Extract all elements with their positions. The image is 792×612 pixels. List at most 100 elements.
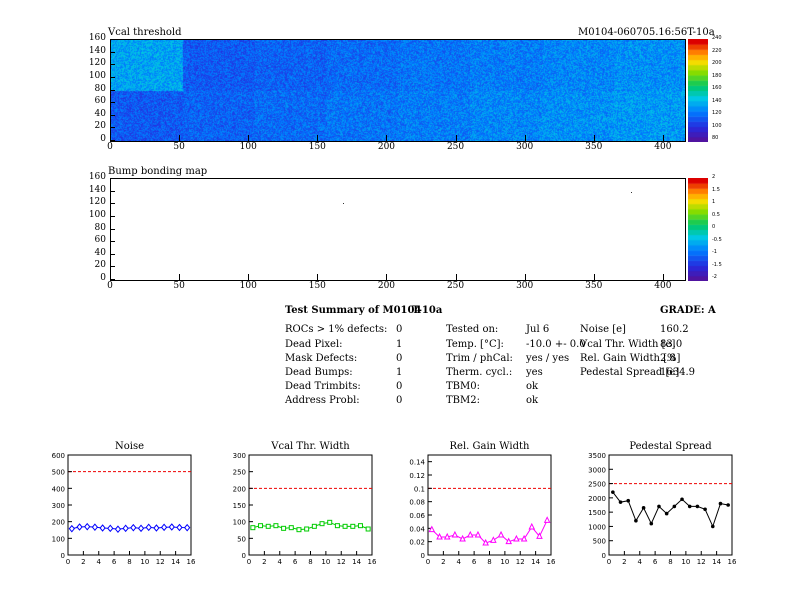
data-point — [99, 524, 106, 532]
data-point — [626, 498, 631, 503]
y-tick-label: 0.06 — [409, 512, 425, 520]
series-line — [252, 521, 369, 531]
data-point — [258, 523, 264, 529]
data-point — [482, 538, 489, 546]
data-point — [84, 522, 91, 531]
run-label: M0104-060705.16:56T-10a — [578, 27, 715, 38]
vcal-y-tick: 100 — [88, 70, 106, 81]
y-tick-label: 1000 — [588, 523, 606, 531]
vcal-scale-tick-tick: 180 — [712, 72, 722, 79]
vcal-y-tickmark — [110, 64, 115, 66]
data-point — [184, 523, 191, 532]
vcal-scale-tick-tick: 240 — [712, 35, 722, 41]
vcal-map-title: Vcal threshold — [108, 27, 182, 38]
data-point — [726, 503, 730, 507]
x-tick-label: 6 — [653, 558, 658, 566]
summary-heading: Test Summary of M0104 — [285, 305, 422, 316]
vcal-y-tick: 120 — [88, 58, 106, 69]
x-tick-label: 14 — [171, 558, 180, 566]
bump-scale-tick-tick: 1 — [712, 199, 716, 205]
y-tick-label: 50 — [237, 535, 246, 543]
data-point — [443, 532, 451, 540]
bump-y-tickmark — [110, 253, 115, 255]
x-tick-label: 4 — [638, 558, 643, 566]
vcal-y-tickmark — [110, 89, 115, 91]
y-tick-label: 500 — [52, 469, 65, 477]
x-tick-label: 4 — [97, 558, 102, 566]
vcal-x-tickmark — [524, 135, 526, 141]
summary-value: 83.0 — [660, 339, 683, 350]
bump-y-tickmark — [110, 279, 115, 280]
summary-value: 0 — [396, 324, 403, 335]
vcal-x-tickmark — [455, 135, 457, 141]
vcal-x-tickmark — [386, 135, 388, 141]
data-point — [319, 521, 325, 527]
plot-frame — [427, 454, 552, 556]
bump-x-tickmark — [593, 274, 595, 280]
y-tick-label: 200 — [52, 519, 65, 527]
vcal-y-tick: 20 — [94, 121, 106, 132]
data-point — [543, 516, 551, 523]
data-point — [273, 523, 279, 529]
bump-scale-tick-tick: -0.5 — [712, 236, 722, 243]
bump-scale-tick-tick: -1.5 — [712, 261, 722, 268]
y-tick-label: 3500 — [588, 452, 606, 460]
summary-label: ROCs > 1% defects: — [285, 324, 388, 335]
bump-x-tickmark — [386, 274, 388, 280]
summary-value: 0 — [396, 395, 403, 406]
bump-x-tick: 100 — [239, 281, 257, 291]
plot-frame — [608, 454, 733, 556]
bump-map-plot — [110, 178, 686, 281]
bump-x-tickmark — [110, 274, 111, 280]
data-point — [288, 525, 294, 531]
summary-value: ok — [526, 381, 539, 392]
summary-value: yes — [526, 367, 543, 378]
summary-label: Dead Bumps: — [285, 367, 353, 378]
vcal-scale-tick-tick: 160 — [712, 85, 722, 91]
summary-label: Trim / phCal: — [446, 353, 513, 364]
bump-x-tickmark — [179, 274, 181, 280]
y-tick-label: 0.04 — [409, 525, 425, 533]
data-point — [664, 511, 669, 516]
vcal-y-tickmark — [110, 51, 115, 53]
y-tick-label: 0.02 — [409, 539, 425, 547]
bump-x-tickmark — [524, 274, 526, 280]
bump-scale-tick-tick: -1 — [712, 249, 717, 255]
vcal-x-tick: 300 — [516, 142, 534, 152]
bump-y-tickmark — [110, 190, 115, 192]
summary-label: Dead Trimbits: — [285, 381, 361, 392]
data-point — [122, 524, 129, 533]
vcal-scale-tick-tick: 200 — [712, 60, 722, 66]
bump-scale-tick-tick: -2 — [712, 274, 717, 280]
bump-scale-tick-tick: 1.5 — [712, 186, 720, 193]
data-point — [710, 524, 715, 529]
data-point — [634, 518, 638, 523]
x-tick-label: 12 — [697, 558, 706, 566]
data-point — [357, 523, 363, 529]
data-point — [265, 523, 271, 529]
vcal-x-tick: 0 — [107, 142, 113, 152]
data-point — [672, 504, 677, 509]
vcal-y-tickmark — [110, 39, 115, 40]
x-tick-label: 2 — [441, 558, 445, 566]
vcal-y-tick: 140 — [88, 45, 106, 56]
summary-value: Jul 6 — [526, 324, 550, 335]
y-tick-label: 100 — [52, 535, 65, 543]
summary-value: 2.8 — [660, 353, 676, 364]
vcal-x-tick: 150 — [308, 142, 326, 152]
x-tick-label: 0 — [66, 558, 70, 566]
data-point — [304, 526, 310, 532]
summary-value: ok — [526, 395, 539, 406]
x-tick-label: 12 — [156, 558, 165, 566]
summary-value: -10.0 +- 0.0 — [526, 339, 586, 350]
summary-value: yes / yes — [526, 353, 570, 364]
plot-title: Noise — [115, 441, 144, 452]
data-point — [250, 525, 256, 531]
bump-scale-tick-tick: 2 — [712, 174, 716, 180]
bump-x-tick: 350 — [585, 281, 603, 291]
bump-y-tick: 0 — [100, 273, 106, 283]
vcal-y-tick: 160 — [88, 33, 106, 43]
bump-y-tick: 120 — [88, 197, 106, 208]
x-tick-label: 8 — [127, 558, 131, 566]
